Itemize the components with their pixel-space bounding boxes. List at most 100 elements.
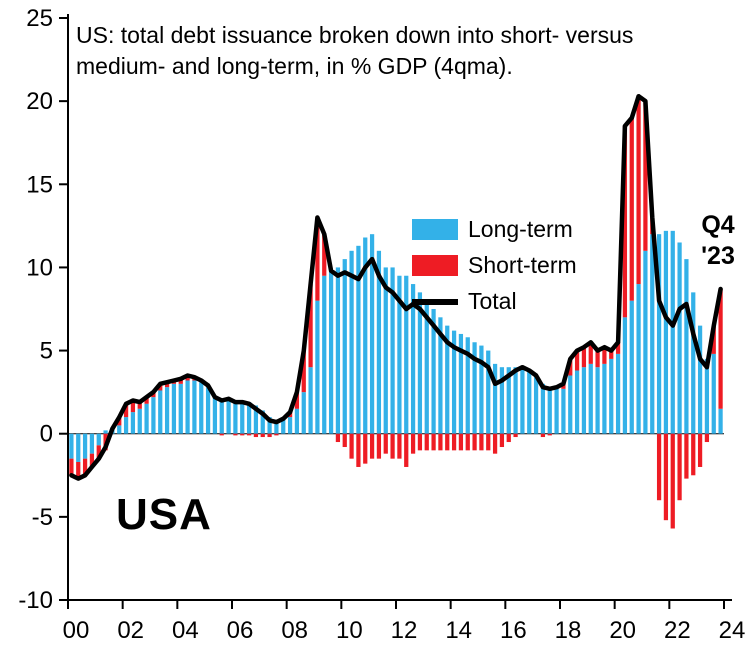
bar-long-term (294, 408, 300, 434)
bar-long-term (69, 433, 74, 459)
bar-long-term (445, 325, 450, 434)
bar-long-term (185, 380, 190, 434)
bar-short-term (164, 382, 170, 388)
bar-long-term (397, 275, 402, 434)
country-label: USA (116, 490, 212, 539)
x-tick-label: 02 (117, 617, 144, 644)
x-tick-label: 14 (445, 617, 472, 644)
bar-long-term (527, 370, 532, 434)
bar-long-term (417, 292, 423, 434)
bar-short-term (479, 433, 484, 451)
bar-short-term (335, 433, 341, 443)
bar-long-term (151, 397, 156, 434)
bar-long-term (691, 292, 696, 434)
bar-long-term (540, 383, 546, 434)
bar-long-term (472, 342, 477, 434)
bar-long-term (479, 345, 484, 434)
bar-long-term (76, 433, 81, 462)
bar-long-term (506, 367, 511, 434)
bar-short-term (69, 458, 74, 476)
bar-long-term (328, 270, 334, 434)
bar-long-term (117, 425, 122, 434)
annotation-line1: Q4 (701, 211, 735, 239)
bar-short-term (144, 397, 149, 404)
bar-long-term (376, 250, 382, 434)
bar-short-term (711, 325, 716, 354)
bar-long-term (253, 405, 259, 434)
bar-long-term (568, 375, 573, 434)
bar-short-term (588, 342, 593, 364)
bar-long-term (322, 275, 327, 434)
bar-long-term (260, 410, 265, 434)
bar-short-term (178, 378, 183, 384)
annotation-latest-quarter: Q4 '23 (688, 210, 748, 273)
x-tick-label: 16 (500, 617, 527, 644)
total-line (69, 93, 723, 481)
bar-short-term (397, 433, 402, 459)
bar-long-term (89, 433, 95, 454)
bar-short-term (240, 433, 245, 436)
legend-label-total: Total (468, 288, 517, 314)
y-tick-label: -10 (18, 587, 53, 614)
bar-long-term (458, 333, 464, 434)
bar-long-term (383, 267, 388, 434)
bar-long-term (308, 367, 313, 434)
bar-short-term (410, 433, 416, 454)
annotation-line2: '23 (701, 242, 735, 271)
bar-short-term (82, 458, 88, 476)
bar-long-term (609, 358, 614, 434)
y-tick-label: -5 (32, 504, 53, 531)
bar-short-term (417, 433, 423, 451)
bar-short-term (704, 433, 710, 443)
x-tick-label: 06 (227, 617, 254, 644)
bar-long-term (547, 387, 552, 434)
bar-long-term (711, 353, 716, 434)
bar-short-term (369, 433, 375, 459)
bar-long-term (492, 363, 498, 434)
bar-long-term (588, 363, 593, 434)
bar-short-term (513, 433, 518, 438)
bar-short-term (656, 433, 662, 501)
bar-long-term (130, 412, 136, 434)
bar-short-term (294, 392, 300, 409)
bar-long-term (287, 417, 293, 434)
bar-long-term (315, 300, 320, 434)
bar-short-term (219, 433, 224, 436)
bar-long-term (574, 370, 580, 434)
bar-long-term (219, 398, 224, 434)
legend-swatch-short-term (412, 255, 458, 276)
bar-long-term (431, 309, 436, 434)
x-tick-label: 00 (63, 617, 90, 644)
x-tick-label: 04 (172, 617, 199, 644)
bar-short-term (260, 433, 265, 438)
bar-long-term (164, 387, 170, 434)
bar-short-term (458, 433, 464, 451)
bar-long-term (363, 237, 368, 434)
bar-short-term (123, 403, 129, 418)
bar-long-term (246, 402, 252, 434)
bar-long-term (158, 390, 163, 434)
bar-short-term (315, 217, 320, 301)
chart-title-line2: medium- and long-term, in % GDP (4qma). (76, 53, 513, 80)
bar-long-term (137, 408, 142, 434)
bar-long-term (369, 234, 375, 434)
bar-short-term (383, 433, 388, 454)
bar-short-term (602, 347, 607, 364)
bar-short-term (308, 284, 313, 368)
bar-long-term (356, 245, 361, 434)
bar-long-term (212, 397, 218, 434)
x-tick-label: 12 (391, 617, 418, 644)
bar-long-term (205, 387, 211, 434)
bar-short-term (451, 433, 457, 451)
bar-short-term (486, 433, 491, 451)
bar-short-term (390, 433, 395, 459)
bar-short-term (438, 433, 443, 451)
bar-long-term (595, 367, 600, 434)
bar-long-term (663, 230, 669, 434)
bar-short-term (424, 433, 429, 451)
bar-short-term (506, 433, 511, 443)
bar-long-term (82, 433, 88, 459)
bar-short-term (636, 96, 641, 285)
bar-long-term (602, 363, 607, 434)
legend-label-short-term: Short-term (468, 252, 577, 278)
